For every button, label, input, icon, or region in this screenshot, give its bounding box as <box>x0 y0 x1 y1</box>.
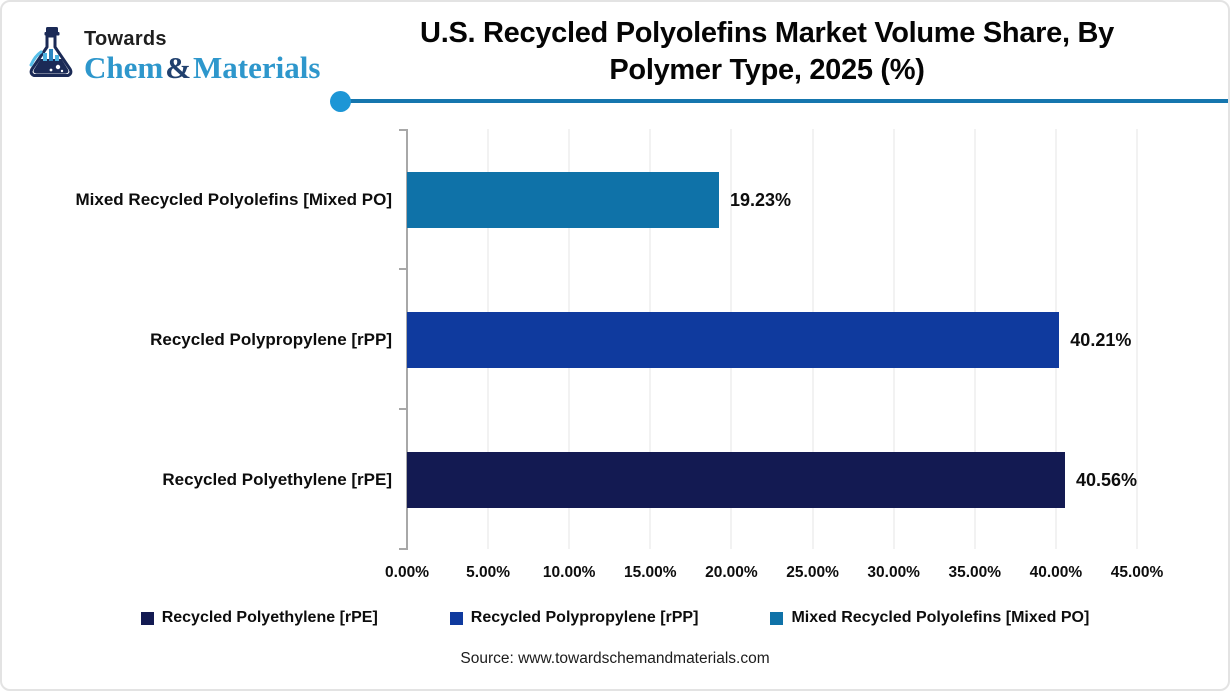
x-axis-labels: 0.00% 5.00% 10.00% 15.00% 20.00% 25.00% 30.00%… <box>385 564 1163 586</box>
brand-text: Towards Chem&Materials <box>84 26 320 83</box>
legend-label: Recycled Polypropylene [rPP] <box>470 609 699 626</box>
legend-swatch-mixed-po <box>770 611 784 625</box>
category-label-mixed-po: Mixed Recycled Polyolefins [Mixed PO] <box>75 190 392 209</box>
x-tick-label: 20.00% <box>705 564 758 581</box>
gridline <box>1136 129 1138 549</box>
x-tick-label: 35.00% <box>948 564 1002 581</box>
bar-row: 40.56% <box>407 452 1137 508</box>
legend-swatch-rpp <box>449 611 463 625</box>
x-tick-label: 15.00% <box>624 564 677 581</box>
legend-label: Recycled Polyethylene [rPE] <box>161 609 378 626</box>
brand-chem: Chem <box>84 50 164 85</box>
brand-name: Chem&Materials <box>84 52 320 83</box>
x-tick-label: 0.00% <box>385 564 429 581</box>
source-text: Source: www.towardschemandmaterials.com <box>460 650 770 667</box>
bar-rpp <box>407 312 1060 368</box>
flask-icon <box>29 27 73 77</box>
bar-row: 19.23% <box>407 172 791 228</box>
brand-towards: Towards <box>84 28 167 50</box>
brand-ampersand: & <box>165 50 192 85</box>
y-axis-tick <box>399 548 406 550</box>
legend-item-mixed-po: Mixed Recycled Polyolefins [Mixed PO] <box>770 609 1089 627</box>
bar-rpe <box>407 452 1065 508</box>
category-label-rpe: Recycled Polyethylene [rPE] <box>162 470 392 489</box>
chart-title: U.S. Recycled Polyolefins Market Volume … <box>302 15 1228 89</box>
y-axis-tick <box>399 408 406 410</box>
plot-area: 19.23% 40.21% 40.56% <box>407 129 1138 549</box>
chart-legend: Recycled Polyethylene [rPE] Recycled Pol… <box>2 609 1228 627</box>
chart-title-line2: Polymer Type, 2025 (%) <box>609 54 925 86</box>
legend-item-rpe: Recycled Polyethylene [rPE] <box>140 609 378 627</box>
x-tick-label: 30.00% <box>867 564 920 581</box>
x-tick-label: 40.00% <box>1029 564 1083 581</box>
x-tick-label: 5.00% <box>466 564 511 581</box>
bar-value-label: 40.56% <box>1076 469 1138 490</box>
bar-row: 40.21% <box>407 312 1131 368</box>
x-tick-label: 45.00% <box>1110 564 1164 581</box>
header-divider-line <box>341 99 1228 103</box>
chart-title-line1: U.S. Recycled Polyolefins Market Volume … <box>420 17 1114 49</box>
legend-swatch-rpe <box>140 611 154 625</box>
bar-mixed-po <box>407 172 719 228</box>
bar-value-label: 40.21% <box>1070 329 1132 350</box>
brand-materials: Materials <box>193 50 321 85</box>
legend-item-rpp: Recycled Polypropylene [rPP] <box>449 609 699 627</box>
y-axis-tick <box>399 268 406 270</box>
x-tick-label: 10.00% <box>542 564 596 581</box>
x-tick-label: 25.00% <box>786 564 839 581</box>
category-label-rpp: Recycled Polypropylene [rPP] <box>150 330 392 349</box>
brand-logo: Towards Chem&Materials <box>24 26 320 83</box>
y-axis-tick <box>399 129 406 131</box>
legend-label: Mixed Recycled Polyolefins [Mixed PO] <box>791 609 1090 626</box>
header-divider-dot <box>330 91 351 112</box>
bar-value-label: 19.23% <box>730 189 792 210</box>
